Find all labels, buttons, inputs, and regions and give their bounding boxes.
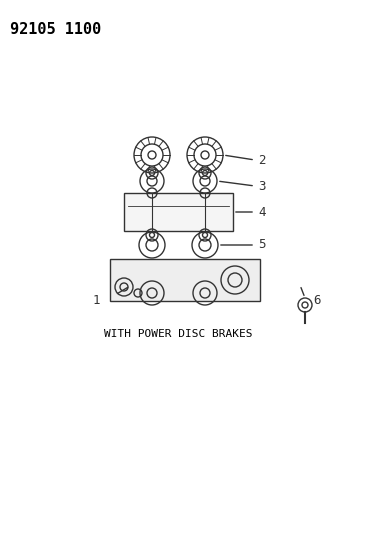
Bar: [110, 259, 260, 301]
Text: 4: 4: [258, 206, 266, 219]
Text: 5: 5: [258, 238, 266, 252]
Text: WITH POWER DISC BRAKES: WITH POWER DISC BRAKES: [104, 329, 253, 339]
Text: 92105 1100: 92105 1100: [10, 22, 101, 37]
Text: 2: 2: [258, 154, 266, 166]
Text: 3: 3: [258, 180, 266, 192]
Bar: [124, 193, 233, 231]
Text: 1: 1: [92, 294, 100, 306]
Text: 6: 6: [313, 294, 320, 306]
